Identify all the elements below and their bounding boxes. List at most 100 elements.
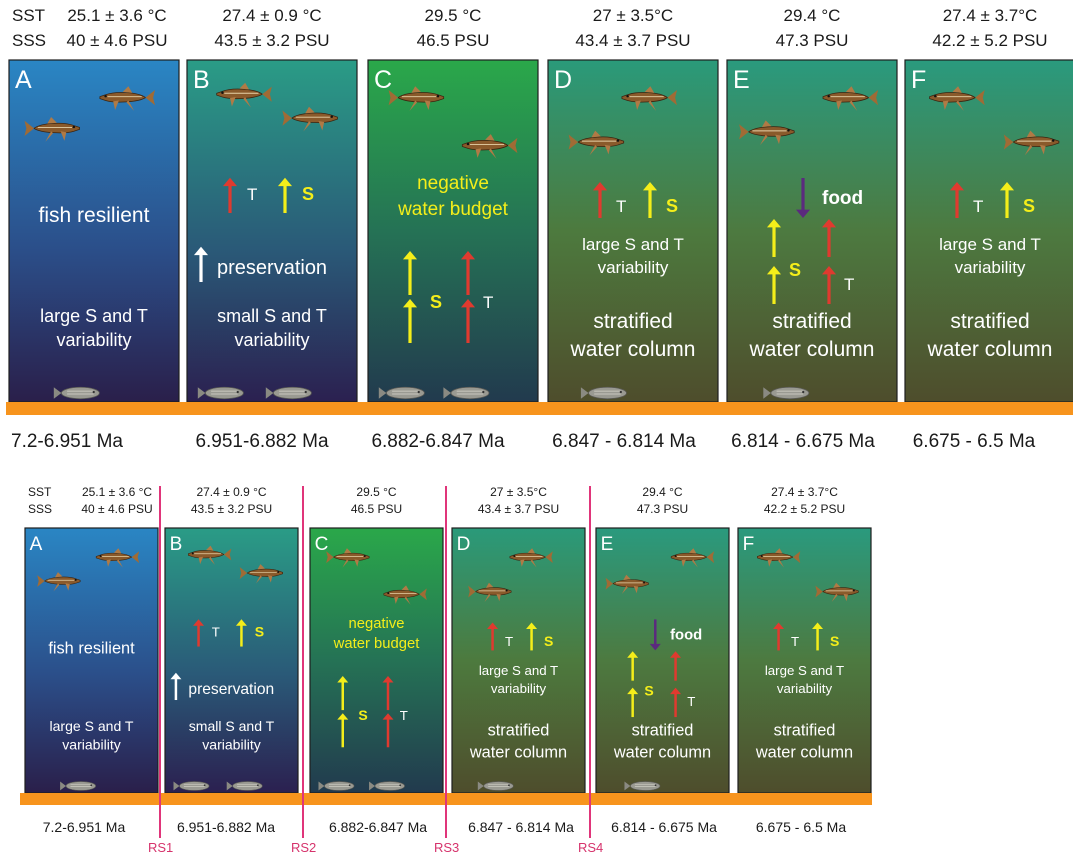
fish-icon xyxy=(95,548,140,568)
panel-label: water column xyxy=(469,743,567,761)
panel-label: large S and T xyxy=(765,663,844,678)
temperature-label: T xyxy=(400,708,408,723)
food-down-arrow xyxy=(649,619,661,651)
panel-letter: D xyxy=(554,66,572,94)
age-label: 6.951-6.882 Ma xyxy=(195,431,329,452)
age-label: 7.2-6.951 Ma xyxy=(43,819,126,835)
temperature-label: T xyxy=(616,197,626,216)
fish-icon xyxy=(461,134,518,159)
sss-row-label: SSS xyxy=(28,502,52,516)
salinity-label: S xyxy=(644,682,653,698)
panel-b: 27.4 ± 0.9 °C 43.5 ± 3.2 PSU B T Spreservati… xyxy=(164,485,299,794)
panel-label: small S and T xyxy=(217,306,327,326)
fish-icon xyxy=(670,548,715,568)
temperature-up-arrow xyxy=(460,299,476,343)
salinity-label: S xyxy=(430,292,442,312)
fish-icon xyxy=(815,582,859,602)
fossil-fish-icon xyxy=(369,781,405,791)
fish-icon xyxy=(239,564,283,584)
fish-icon xyxy=(621,86,677,111)
panel-label: preservation xyxy=(188,681,274,698)
sst-value: 25.1 ± 3.6 °C xyxy=(82,485,152,499)
fish-icon xyxy=(739,120,795,146)
age-label: 7.2-6.951 Ma xyxy=(11,431,123,452)
panel-label: water column xyxy=(570,338,696,361)
fish-icon xyxy=(99,86,155,111)
fish-icon xyxy=(1003,130,1060,156)
salinity-up-arrow xyxy=(766,266,782,304)
salinity-label: S xyxy=(666,196,678,216)
temperature-up-arrow xyxy=(193,619,205,647)
preservation-up-arrow xyxy=(193,246,209,282)
fossil-fish-icon xyxy=(197,386,244,400)
salinity-up-arrow xyxy=(402,251,418,295)
fish-icon xyxy=(929,86,985,111)
sss-value: 43.5 ± 3.2 PSU xyxy=(214,31,329,50)
age-label: 6.847 - 6.814 Ma xyxy=(468,819,574,835)
salinity-up-arrow xyxy=(337,675,349,711)
sss-row-label: SSS xyxy=(12,31,46,50)
temperature-label: T xyxy=(844,275,854,294)
fossil-fish-icon xyxy=(226,781,263,791)
temperature-up-arrow xyxy=(382,713,394,748)
water-column xyxy=(186,59,358,403)
panel-label: water column xyxy=(613,743,711,761)
temperature-up-arrow xyxy=(821,219,837,257)
water-column xyxy=(309,527,444,794)
fossil-fish-icon xyxy=(53,386,100,400)
panel-label: stratified xyxy=(632,722,694,740)
salinity-up-arrow xyxy=(235,619,247,647)
temperature-label: T xyxy=(247,185,257,204)
temperature-label: T xyxy=(483,293,493,312)
fish-icon xyxy=(757,548,801,568)
sss-value: 40 ± 4.6 PSU xyxy=(81,502,152,516)
salinity-label: S xyxy=(544,633,553,649)
panel-label: water column xyxy=(749,338,875,361)
sst-value: 27.4 ± 0.9 °C xyxy=(222,6,321,25)
fish-icon xyxy=(24,116,80,142)
panel-label: fish resilient xyxy=(39,204,150,227)
rs-label: RS3 xyxy=(434,840,459,855)
panel-letter: D xyxy=(457,534,471,555)
sst-row-label: SST xyxy=(12,6,45,25)
fish-icon xyxy=(282,106,338,132)
salinity-up-arrow xyxy=(402,299,418,343)
panel-label: variability xyxy=(598,258,669,277)
age-label: 6.675 - 6.5 Ma xyxy=(756,819,846,835)
temperature-up-arrow xyxy=(222,177,238,213)
panel-label: water column xyxy=(927,338,1053,361)
temperature-label: T xyxy=(973,197,983,216)
temperature-label: T xyxy=(791,634,799,649)
sss-value: 42.2 ± 5.2 PSU xyxy=(932,31,1047,50)
fish-icon xyxy=(326,548,370,568)
sst-value: 27 ± 3.5°C xyxy=(490,485,547,499)
panel-letter: C xyxy=(374,66,392,94)
panel-label: large S and T xyxy=(50,718,134,734)
water-column xyxy=(8,59,180,403)
water-column xyxy=(451,527,586,794)
water-column xyxy=(595,527,730,794)
temperature-up-arrow xyxy=(460,251,476,295)
panel-label: stratified xyxy=(950,310,1029,333)
sst-value: 29.4 °C xyxy=(784,6,841,25)
fish-icon xyxy=(509,548,553,568)
water-column xyxy=(367,59,539,403)
temperature-label: T xyxy=(687,694,695,709)
temperature-up-arrow xyxy=(773,622,785,651)
fossil-fish-icon xyxy=(477,781,514,791)
sst-value: 27.4 ± 0.9 °C xyxy=(196,485,266,499)
salinity-up-arrow xyxy=(812,622,824,651)
sst-value: 29.5 °C xyxy=(425,6,482,25)
sss-value: 47.3 PSU xyxy=(776,31,849,50)
panel-label: variability xyxy=(955,258,1026,277)
panel-letter: E xyxy=(601,534,614,555)
